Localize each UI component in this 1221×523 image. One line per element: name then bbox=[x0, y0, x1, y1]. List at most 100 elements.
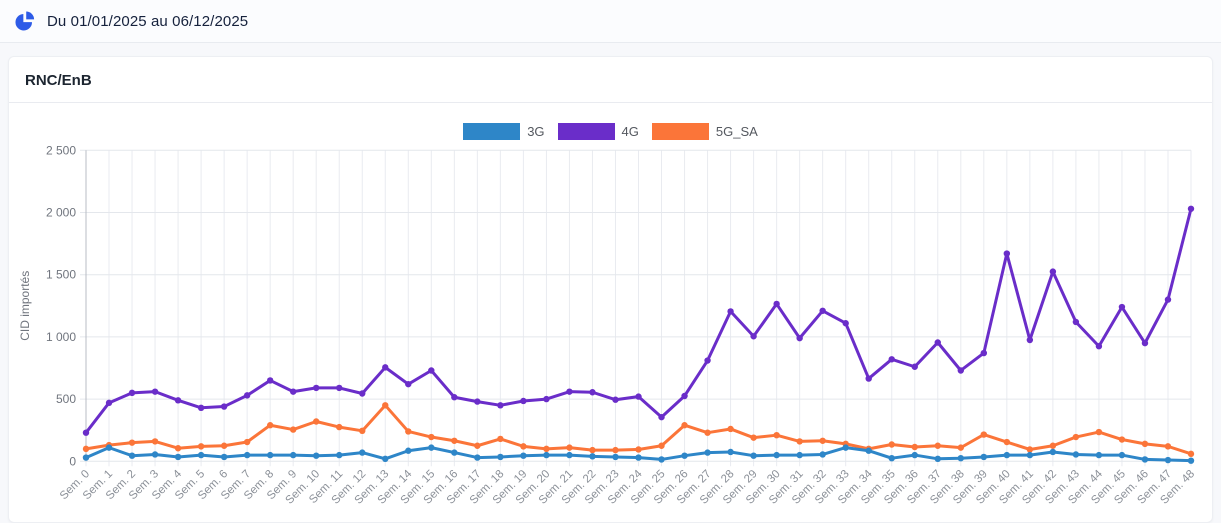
data-point bbox=[819, 451, 826, 458]
data-point bbox=[1187, 457, 1195, 464]
data-point bbox=[819, 307, 826, 314]
data-point bbox=[888, 454, 895, 462]
data-point bbox=[1095, 451, 1103, 459]
y-tick-label: 1 500 bbox=[46, 268, 76, 282]
data-point bbox=[727, 308, 734, 315]
data-point bbox=[819, 437, 826, 444]
data-point bbox=[704, 429, 711, 436]
data-point bbox=[428, 433, 435, 441]
data-point bbox=[451, 437, 458, 444]
chart-legend: 3G 4G 5G_SA bbox=[9, 123, 1212, 140]
data-point bbox=[1187, 450, 1195, 458]
data-point bbox=[1164, 443, 1172, 450]
legend-label: 4G bbox=[621, 124, 639, 139]
data-point bbox=[773, 300, 780, 308]
data-point bbox=[1118, 436, 1126, 443]
legend-item-3g[interactable]: 3G bbox=[463, 123, 545, 140]
data-point bbox=[313, 418, 320, 425]
data-point bbox=[1026, 451, 1034, 459]
data-point bbox=[359, 449, 366, 456]
data-point bbox=[428, 367, 435, 374]
data-point bbox=[635, 446, 642, 453]
data-point bbox=[220, 403, 228, 410]
data-point bbox=[589, 446, 596, 454]
legend-label: 3G bbox=[527, 124, 545, 139]
data-point bbox=[497, 435, 504, 443]
data-point bbox=[105, 444, 113, 451]
legend-label: 5G_SA bbox=[715, 124, 758, 139]
data-point bbox=[635, 393, 642, 400]
data-point bbox=[497, 402, 504, 409]
data-point bbox=[128, 389, 136, 397]
data-point bbox=[1003, 451, 1011, 459]
data-point bbox=[174, 453, 182, 461]
data-point bbox=[773, 451, 780, 459]
legend-swatch-icon bbox=[651, 123, 709, 140]
date-range-text: Du 01/01/2025 au 06/12/2025 bbox=[47, 12, 249, 30]
data-point bbox=[1049, 448, 1057, 456]
data-point bbox=[359, 427, 366, 435]
data-point bbox=[980, 431, 988, 438]
data-point bbox=[1118, 303, 1126, 311]
data-point bbox=[911, 363, 918, 370]
data-point bbox=[543, 445, 550, 453]
data-point bbox=[888, 441, 895, 448]
data-point bbox=[520, 443, 527, 450]
data-point bbox=[1026, 446, 1034, 453]
data-point bbox=[405, 447, 412, 454]
data-point bbox=[911, 451, 918, 459]
data-point bbox=[888, 356, 895, 363]
data-point bbox=[243, 451, 251, 459]
data-point bbox=[289, 451, 297, 459]
data-point bbox=[566, 444, 573, 451]
data-point bbox=[658, 442, 665, 449]
top-date-bar: Du 01/01/2025 au 06/12/2025 bbox=[0, 0, 1221, 43]
data-point bbox=[313, 384, 320, 392]
data-point bbox=[911, 443, 918, 451]
data-point bbox=[151, 451, 159, 458]
legend-swatch-icon bbox=[463, 123, 521, 140]
data-point bbox=[220, 453, 228, 461]
data-point bbox=[750, 333, 757, 340]
data-point bbox=[266, 451, 274, 459]
data-point bbox=[151, 438, 159, 445]
data-point bbox=[1141, 456, 1149, 463]
data-point bbox=[589, 389, 596, 396]
data-point bbox=[243, 438, 251, 446]
data-point bbox=[474, 398, 481, 405]
data-point bbox=[727, 448, 734, 456]
data-point bbox=[658, 413, 665, 421]
data-point bbox=[174, 397, 182, 404]
data-point bbox=[1164, 456, 1172, 464]
data-point bbox=[957, 444, 964, 451]
legend-item-4g[interactable]: 4G bbox=[557, 123, 639, 140]
data-point bbox=[1141, 440, 1149, 448]
data-point bbox=[520, 397, 527, 405]
data-point bbox=[566, 388, 573, 395]
y-tick-label: 500 bbox=[56, 392, 76, 406]
data-point bbox=[1072, 433, 1080, 441]
card-title: RNC/EnB bbox=[25, 72, 92, 89]
data-point bbox=[382, 402, 389, 409]
data-point bbox=[566, 451, 573, 459]
data-point bbox=[474, 442, 481, 449]
data-point bbox=[220, 442, 228, 449]
y-axis-title: CID importés bbox=[18, 271, 32, 341]
data-point bbox=[289, 426, 297, 433]
data-point bbox=[197, 404, 205, 412]
data-point bbox=[796, 451, 803, 459]
data-point bbox=[1049, 442, 1057, 449]
data-point bbox=[82, 454, 90, 461]
data-point bbox=[336, 451, 343, 459]
data-point bbox=[451, 394, 458, 401]
data-point bbox=[451, 449, 458, 456]
data-point bbox=[243, 392, 251, 399]
data-point bbox=[128, 452, 136, 459]
data-point bbox=[382, 364, 389, 371]
data-point bbox=[382, 455, 389, 463]
legend-item-5g_sa[interactable]: 5G_SA bbox=[651, 123, 758, 140]
data-point bbox=[796, 334, 803, 342]
data-point bbox=[681, 422, 688, 429]
data-point bbox=[589, 453, 596, 460]
